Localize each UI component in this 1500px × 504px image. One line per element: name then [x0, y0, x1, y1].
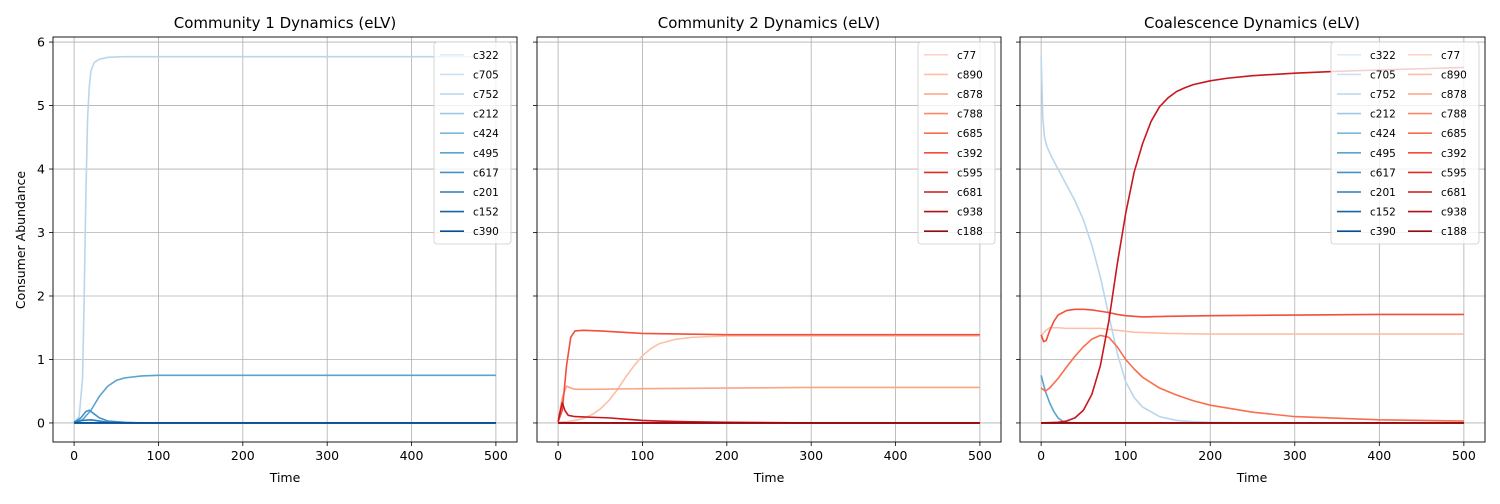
x-tick-label: 100 [147, 448, 171, 463]
legend-label: c188 [1441, 226, 1467, 238]
legend-label: c212 [1370, 109, 1396, 121]
panel-community-1: Community 1 Dynamics (eLV) Time Consumer… [13, 14, 518, 485]
x-tick-label: 100 [631, 448, 655, 463]
panel-title: Community 2 Dynamics (eLV) [658, 14, 881, 32]
legend-label: c201 [1370, 187, 1396, 199]
legend-label: c322 [1370, 50, 1396, 62]
plot-frame [52, 36, 518, 443]
series-line-c878 [557, 385, 980, 422]
legend-label: c322 [473, 50, 499, 62]
panel-title: Coalescence Dynamics (eLV) [1144, 14, 1360, 32]
x-tick-label: 200 [231, 448, 255, 463]
legend-label: c390 [473, 226, 499, 238]
legend-label: c201 [473, 187, 499, 199]
x-tick-label: 300 [1283, 448, 1307, 463]
series-line-c890 [1040, 326, 1464, 337]
x-tick-label: 200 [1198, 448, 1222, 463]
series-line-c685 [1040, 334, 1464, 422]
legend-label: c878 [957, 89, 983, 101]
legend: c322 c705 c752 c212 c424 c495 c617 c201 c152 c390… [1330, 41, 1480, 245]
series-line-c890 [558, 335, 980, 424]
legend-label: c705 [473, 69, 499, 81]
series-line-c495 [73, 374, 496, 424]
legend-label: c938 [957, 207, 983, 219]
series-line-c752 [1040, 56, 1464, 424]
x-tick-label: 0 [1037, 448, 1045, 463]
legend-label: c890 [957, 69, 983, 81]
y-tick-label: 5 [37, 98, 45, 113]
y-tick-label: 4 [37, 162, 45, 177]
legend-label: c878 [1441, 89, 1467, 101]
x-tick-label: 0 [70, 448, 78, 463]
legend-label: c752 [473, 89, 499, 101]
x-tick-label: 300 [799, 448, 823, 463]
x-tick-label: 500 [968, 448, 992, 463]
legend-label: c788 [957, 109, 983, 121]
legend-label: c188 [957, 226, 983, 238]
series-line-c495 [1040, 375, 1464, 424]
y-tick-label: 3 [37, 225, 45, 240]
series-line-c392 [557, 329, 980, 422]
legend-label: c390 [1370, 226, 1396, 238]
legend-label: c424 [473, 128, 499, 140]
legend-label: c681 [957, 187, 983, 199]
legend-label: c495 [1370, 148, 1396, 160]
legend-label: c685 [957, 128, 983, 140]
x-axis-label: Time [1236, 470, 1268, 485]
y-tick-label: 0 [37, 415, 45, 430]
series-line-c681 [557, 401, 980, 424]
legend-label: c705 [1370, 69, 1396, 81]
legend-label: c495 [473, 148, 499, 160]
panel-title: Community 1 Dynamics (eLV) [174, 14, 397, 32]
legend-label: c595 [1441, 167, 1467, 179]
y-tick-label: 1 [37, 352, 45, 367]
series-line-c392 [1040, 308, 1464, 343]
legend: c322 c705 c752 c212 c424 c495 c617 c201 c152 c390 [433, 41, 512, 245]
x-tick-label: 400 [400, 448, 424, 463]
x-tick-label: 300 [315, 448, 339, 463]
legend-box [1330, 41, 1480, 245]
x-axis-label: Time [269, 470, 301, 485]
y-axis-label: Consumer Abundance [13, 171, 28, 309]
legend-label: c681 [1441, 187, 1467, 199]
legend-box [433, 41, 512, 245]
x-tick-label: 200 [715, 448, 739, 463]
legend: c77 c890 c878 c788 c685 c392 c595 c681 c938 c188 [917, 41, 996, 245]
x-axis-label: Time [753, 470, 785, 485]
plot-frame [1019, 36, 1486, 443]
series-line-c681 [1041, 66, 1464, 424]
series-line-c617 [73, 409, 496, 424]
panel-community-2: Community 2 Dynamics (eLV) Time 0 100 200 3… [533, 14, 1002, 485]
legend-label: c152 [473, 207, 499, 219]
y-tick-label: 6 [37, 35, 45, 50]
legend-label: c77 [957, 50, 976, 62]
x-tick-label: 400 [884, 448, 908, 463]
plot-frame [536, 36, 1002, 443]
x-tick-label: 500 [484, 448, 508, 463]
legend-label: c392 [1441, 148, 1467, 160]
legend-label: c392 [957, 148, 983, 160]
legend-label: c212 [473, 109, 499, 121]
legend-label: c685 [1441, 128, 1467, 140]
x-tick-label: 500 [1452, 448, 1476, 463]
legend-label: c938 [1441, 207, 1467, 219]
series-line-c752 [73, 55, 496, 423]
legend-label: c788 [1441, 109, 1467, 121]
legend-label: c152 [1370, 207, 1396, 219]
legend-label: c595 [957, 167, 983, 179]
legend-label: c77 [1441, 50, 1460, 62]
legend-label: c424 [1370, 128, 1396, 140]
legend-label: c617 [1370, 167, 1396, 179]
x-tick-label: 400 [1367, 448, 1391, 463]
legend-label: c890 [1441, 69, 1467, 81]
y-tick-label: 2 [37, 288, 45, 303]
panel-coalescence: Coalescence Dynamics (eLV) Time 0 100 200 3… [1016, 14, 1486, 485]
legend-label: c617 [473, 167, 499, 179]
x-tick-label: 0 [554, 448, 562, 463]
x-tick-label: 100 [1114, 448, 1138, 463]
legend-label: c752 [1370, 89, 1396, 101]
legend-box [917, 41, 996, 245]
